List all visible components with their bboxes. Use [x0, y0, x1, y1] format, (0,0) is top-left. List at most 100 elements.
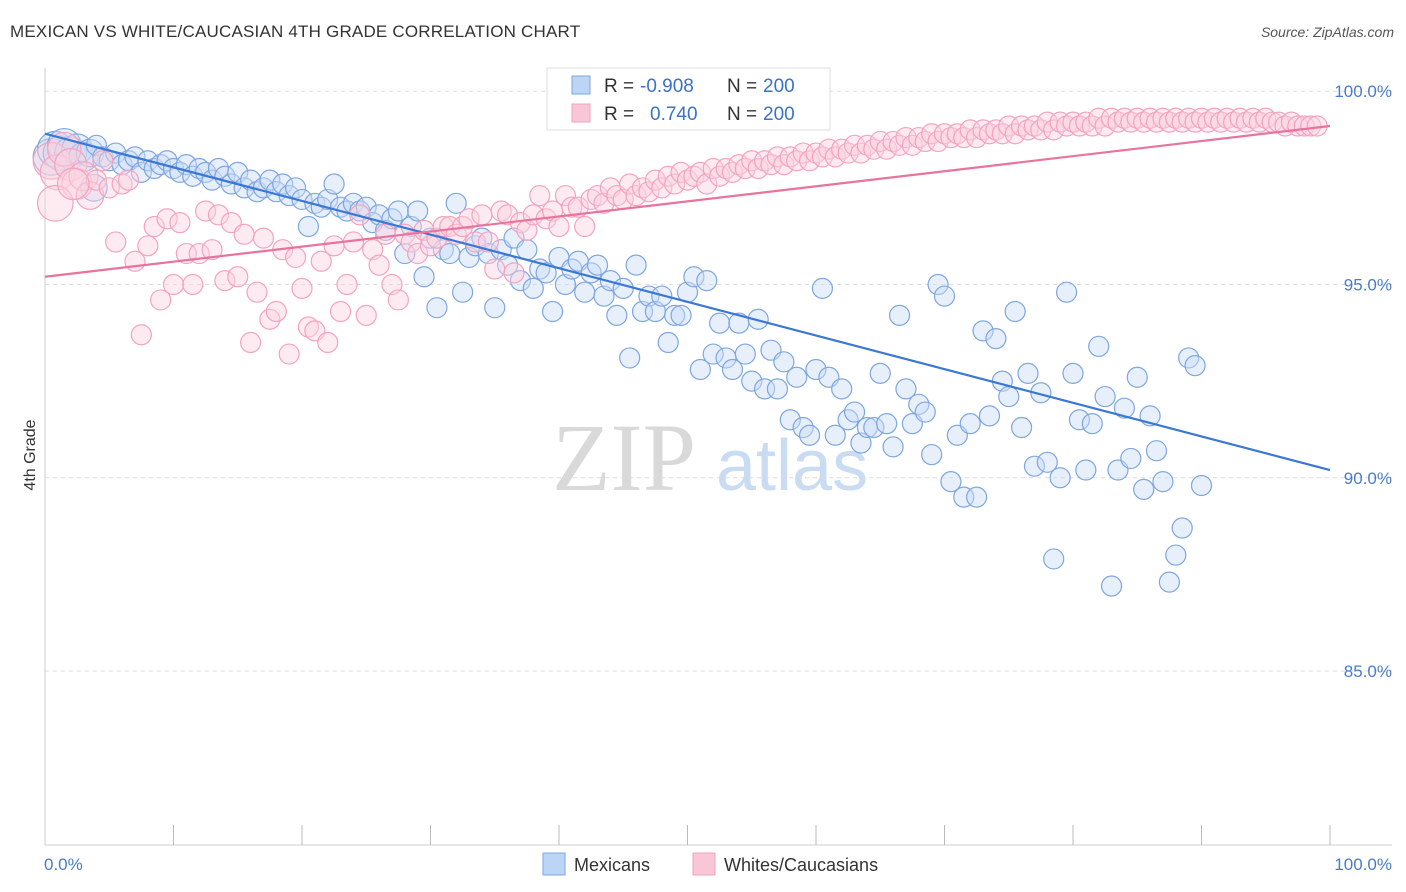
point-whites-10 — [105, 231, 127, 253]
point-whites-37 — [278, 343, 300, 365]
series-mexicans-points — [32, 127, 1213, 597]
point-mexicans-21 — [162, 157, 185, 180]
point-whites-51 — [368, 254, 390, 276]
point-mexicans-46 — [323, 173, 345, 195]
point-mexicans-113 — [753, 378, 776, 400]
legend-n-label-mexicans: N = — [727, 76, 757, 97]
point-whites-44 — [323, 235, 345, 257]
point-whites-95 — [651, 177, 673, 199]
point-whites-38 — [284, 246, 307, 269]
point-whites-22 — [182, 273, 204, 296]
x-tick-label-100: 100.0% — [1334, 855, 1392, 874]
point-mexicans-87 — [586, 254, 609, 276]
point-whites-152 — [1017, 119, 1039, 141]
point-mexicans-177 — [1165, 544, 1187, 566]
point-mexicans-63 — [432, 239, 454, 261]
point-whites-49 — [355, 304, 377, 327]
point-whites-31 — [240, 331, 262, 354]
point-mexicans-92 — [619, 347, 641, 369]
legend-box — [546, 67, 831, 131]
point-mexicans-163 — [1075, 459, 1097, 481]
point-whites-97 — [664, 173, 686, 195]
point-mexicans-153 — [1010, 416, 1033, 439]
point-mexicans-62 — [426, 297, 448, 319]
point-whites-54 — [387, 289, 409, 311]
point-mexicans-133 — [882, 436, 904, 458]
point-mexicans-176 — [1158, 571, 1180, 593]
point-mexicans-71 — [484, 297, 506, 319]
point-whites-92 — [631, 177, 654, 199]
point-whites-12 — [117, 169, 140, 191]
point-whites-43 — [317, 331, 339, 354]
watermark-atlas: atlas — [716, 426, 868, 506]
point-mexicans-115 — [766, 378, 789, 400]
point-whites-57 — [407, 242, 429, 265]
point-mexicans-140 — [927, 273, 949, 296]
point-mexicans-118 — [786, 366, 808, 388]
point-mexicans-99 — [664, 304, 686, 327]
point-whites-65 — [458, 208, 480, 230]
x-ticks — [173, 825, 1331, 845]
point-mexicans-40 — [284, 177, 307, 199]
point-whites-160 — [1068, 115, 1091, 137]
legend-r-value-mexicans: -0.908 — [640, 76, 694, 97]
point-whites-35 — [265, 300, 287, 323]
point-mexicans-134 — [888, 304, 911, 327]
point-mexicans-79 — [535, 262, 557, 284]
point-whites-11 — [111, 173, 133, 195]
point-mexicans-122 — [811, 277, 834, 299]
y-tick-label-90: 90.0% — [1344, 469, 1392, 488]
point-whites-72 — [503, 262, 525, 284]
point-mexicans-93 — [625, 254, 647, 276]
point-mexicans-85 — [574, 281, 596, 303]
point-whites-93 — [638, 181, 660, 203]
point-mexicans-167 — [1100, 575, 1123, 597]
point-whites-14 — [130, 324, 152, 346]
point-whites-188 — [1248, 111, 1270, 133]
point-mexicans-135 — [895, 378, 917, 400]
point-whites-198 — [36, 184, 74, 222]
point-mexicans-159 — [1049, 467, 1071, 489]
point-mexicans-178 — [1171, 517, 1193, 539]
point-mexicans-116 — [773, 351, 795, 373]
point-mexicans-42 — [297, 215, 320, 238]
trendline-mexicans — [44, 132, 1331, 472]
point-mexicans-80 — [541, 300, 564, 323]
point-mexicans-170 — [1120, 447, 1142, 470]
point-mexicans-164 — [1081, 413, 1103, 435]
point-whites-39 — [291, 277, 313, 299]
point-whites-105 — [715, 157, 737, 180]
point-mexicans-138 — [914, 401, 936, 423]
point-mexicans-141 — [933, 285, 956, 307]
point-mexicans-180 — [1184, 355, 1206, 377]
point-whites-29 — [227, 266, 249, 288]
point-whites-90 — [619, 173, 641, 195]
point-mexicans-132 — [876, 413, 898, 435]
point-mexicans-124 — [824, 424, 846, 446]
source-credit: Source: ZipAtlas.com — [1260, 24, 1394, 40]
legend-r-label-mexicans: R = — [604, 76, 634, 97]
point-whites-67 — [471, 204, 493, 226]
point-mexicans-146 — [966, 486, 988, 508]
point-mexicans-139 — [921, 443, 943, 466]
series-legend: Mexicans Whites/Caucasians — [542, 852, 878, 876]
chart-title: MEXICAN VS WHITE/CAUCASIAN 4TH GRADE COR… — [10, 22, 581, 41]
point-mexicans-147 — [972, 320, 994, 342]
point-mexicans-142 — [940, 471, 962, 493]
point-whites-146 — [978, 123, 1001, 145]
point-whites-33 — [252, 227, 275, 249]
point-mexicans-151 — [998, 385, 1020, 408]
legend-n-value-mexicans: 200 — [763, 76, 795, 97]
point-whites-81 — [561, 196, 583, 218]
bottom-legend-swatch-whites — [692, 852, 716, 876]
point-mexicans-105 — [702, 343, 724, 365]
point-mexicans-125 — [831, 378, 853, 400]
legend-r-value-whites: 0.740 — [650, 104, 698, 125]
point-mexicans-103 — [689, 358, 711, 381]
point-mexicans-148 — [978, 405, 1001, 427]
point-whites-52 — [374, 223, 397, 245]
point-mexicans-98 — [657, 331, 679, 354]
point-mexicans-56 — [387, 200, 409, 222]
point-whites-42 — [310, 250, 332, 272]
